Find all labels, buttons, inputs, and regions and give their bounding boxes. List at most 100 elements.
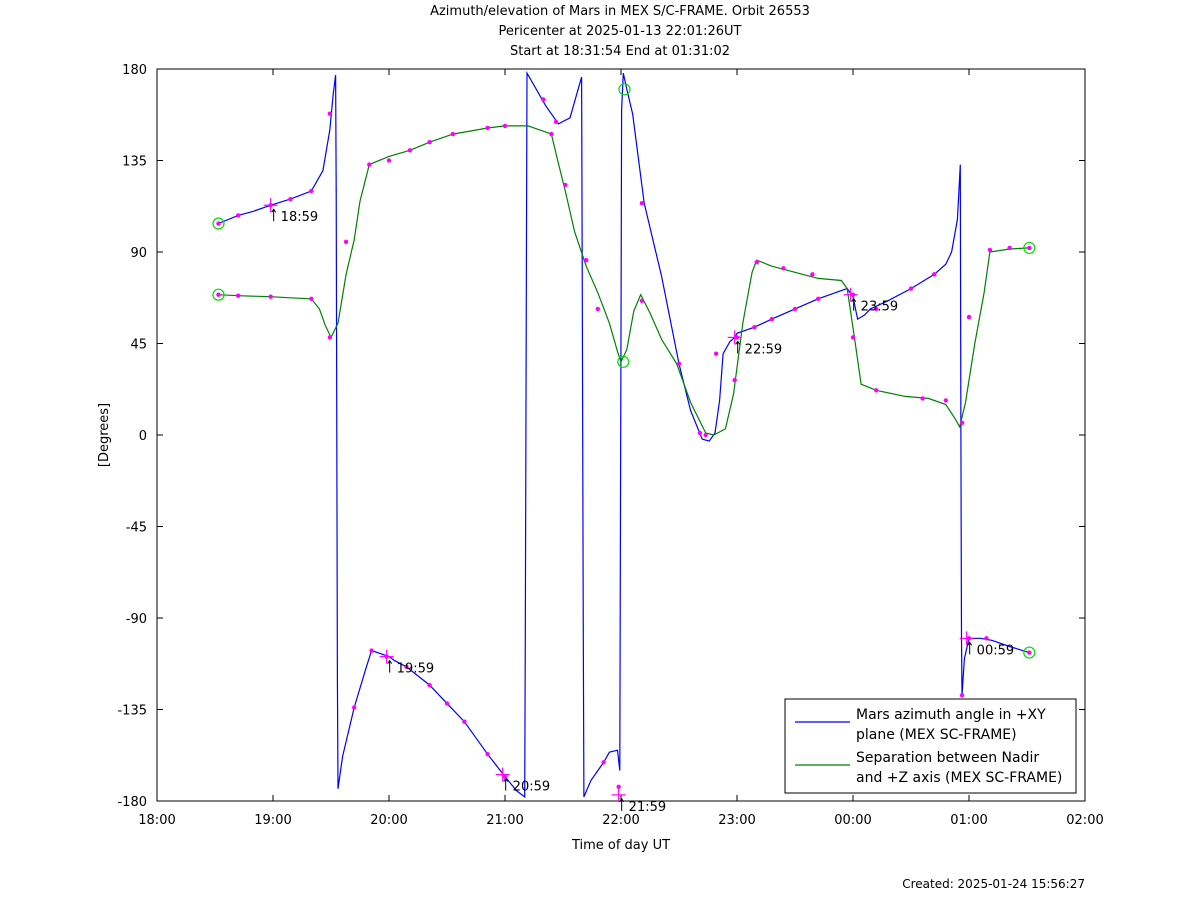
y-tick-label: 180 <box>122 63 147 78</box>
data-point-marker <box>553 119 559 125</box>
series-line-separation <box>218 125 1030 436</box>
data-point-marker <box>676 361 682 367</box>
hour-label: 22:59 <box>745 342 782 357</box>
x-tick-label: 20:00 <box>370 813 407 828</box>
data-point-marker <box>616 784 621 789</box>
data-point-marker <box>216 221 221 226</box>
data-point-marker <box>216 292 221 297</box>
data-point-marker <box>932 272 937 277</box>
data-point-marker <box>1027 245 1032 251</box>
data-point-marker <box>639 298 645 303</box>
created-timestamp: Created: 2025-01-24 15:56:27 <box>902 877 1085 891</box>
data-point-marker <box>236 293 241 298</box>
y-tick-label: 135 <box>122 155 147 170</box>
data-point-marker <box>327 111 333 116</box>
y-tick-label: 45 <box>130 338 147 353</box>
hour-label: 18:59 <box>281 210 318 225</box>
x-tick-label: 22:00 <box>602 813 639 828</box>
data-point-marker <box>327 335 333 340</box>
data-point-marker <box>502 774 508 779</box>
data-point-marker <box>367 162 372 167</box>
hour-label: 00:59 <box>977 643 1014 658</box>
data-point-marker <box>732 377 737 383</box>
data-point-marker <box>427 140 432 145</box>
data-point-marker <box>549 131 554 137</box>
data-point-marker <box>352 705 357 710</box>
legend-label: Separation between Nadir <box>856 750 1039 766</box>
legend-box <box>784 698 1077 794</box>
data-point-marker <box>754 259 759 265</box>
start-end-circle <box>618 83 631 96</box>
data-point-marker <box>713 351 719 356</box>
hour-label: 19:59 <box>397 662 434 677</box>
data-point-marker <box>697 430 703 436</box>
chart-title-line2: Pericenter at 2025-01-13 22:01:26UT <box>498 24 742 39</box>
start-end-circle <box>212 217 225 230</box>
data-point-marker <box>236 213 241 218</box>
data-point-marker <box>816 296 821 301</box>
data-point-marker <box>309 188 314 194</box>
start-end-circle <box>617 355 630 368</box>
series-line-azimuth <box>218 70 1030 799</box>
data-point-marker <box>541 97 546 102</box>
data-point-marker <box>386 158 392 163</box>
data-point-marker <box>792 306 798 312</box>
y-tick-label: -45 <box>126 521 147 536</box>
data-point-marker <box>563 182 568 188</box>
data-point-marker <box>987 247 993 253</box>
x-tick-label: 21:00 <box>486 813 523 828</box>
start-end-circle <box>1023 646 1036 659</box>
data-point-marker <box>810 272 815 277</box>
data-point-marker <box>874 388 879 393</box>
data-point-marker <box>309 296 314 301</box>
data-point-marker <box>407 148 413 153</box>
hour-label-arrowhead <box>387 659 393 664</box>
data-point-marker <box>427 682 432 688</box>
data-point-marker <box>1007 245 1012 251</box>
start-end-circle <box>212 288 225 301</box>
data-point-marker <box>288 196 293 202</box>
data-point-marker <box>450 131 455 137</box>
y-tick-label: -135 <box>117 704 147 719</box>
data-point-marker <box>601 760 606 765</box>
x-tick-label: 02:00 <box>1066 813 1103 828</box>
legend-label: plane (MEX SC-FRAME) <box>856 727 1017 743</box>
data-point-marker <box>984 636 989 641</box>
hour-label: 21:59 <box>629 800 666 815</box>
data-point-marker <box>908 286 914 291</box>
data-point-marker <box>404 664 409 669</box>
hour-label-arrowhead <box>735 340 741 345</box>
data-point-marker <box>959 420 965 425</box>
legend-label: Mars azimuth angle in +XY <box>856 707 1046 723</box>
y-tick-label: 90 <box>130 246 147 261</box>
x-tick-label: 23:00 <box>718 813 755 828</box>
data-point-marker <box>595 306 600 312</box>
chart-title-line3: Start at 18:31:54 End at 01:31:02 <box>509 44 731 59</box>
data-point-marker <box>781 266 786 271</box>
hour-label-arrowhead <box>619 797 625 803</box>
hour-label-arrowhead <box>271 208 277 213</box>
hour-label-arrowhead <box>967 641 973 646</box>
data-point-marker <box>462 719 467 724</box>
data-point-marker <box>769 316 774 322</box>
legend-label: and +Z axis (MEX SC-FRAME) <box>856 770 1062 786</box>
y-axis-label: [Degrees] <box>97 403 112 467</box>
data-point-marker <box>343 239 349 245</box>
chart-title-line1: Azimuth/elevation of Mars in MEX S/C-FRA… <box>430 4 810 19</box>
x-axis-label: Time of day UT <box>571 838 670 853</box>
data-point-marker <box>485 752 490 757</box>
y-tick-label: 0 <box>139 429 147 444</box>
hour-label-arrowhead <box>851 297 857 302</box>
data-point-marker <box>1027 650 1032 655</box>
x-tick-label: 01:00 <box>950 813 987 828</box>
data-point-marker <box>639 201 645 206</box>
data-point-marker <box>943 398 948 403</box>
x-tick-label: 19:00 <box>254 813 291 828</box>
data-point-marker <box>874 306 879 312</box>
hour-label: 23:59 <box>861 300 898 315</box>
data-point-marker <box>485 125 490 131</box>
data-point-marker <box>369 648 374 653</box>
data-point-marker <box>850 335 856 340</box>
y-tick-label: -90 <box>126 612 147 627</box>
